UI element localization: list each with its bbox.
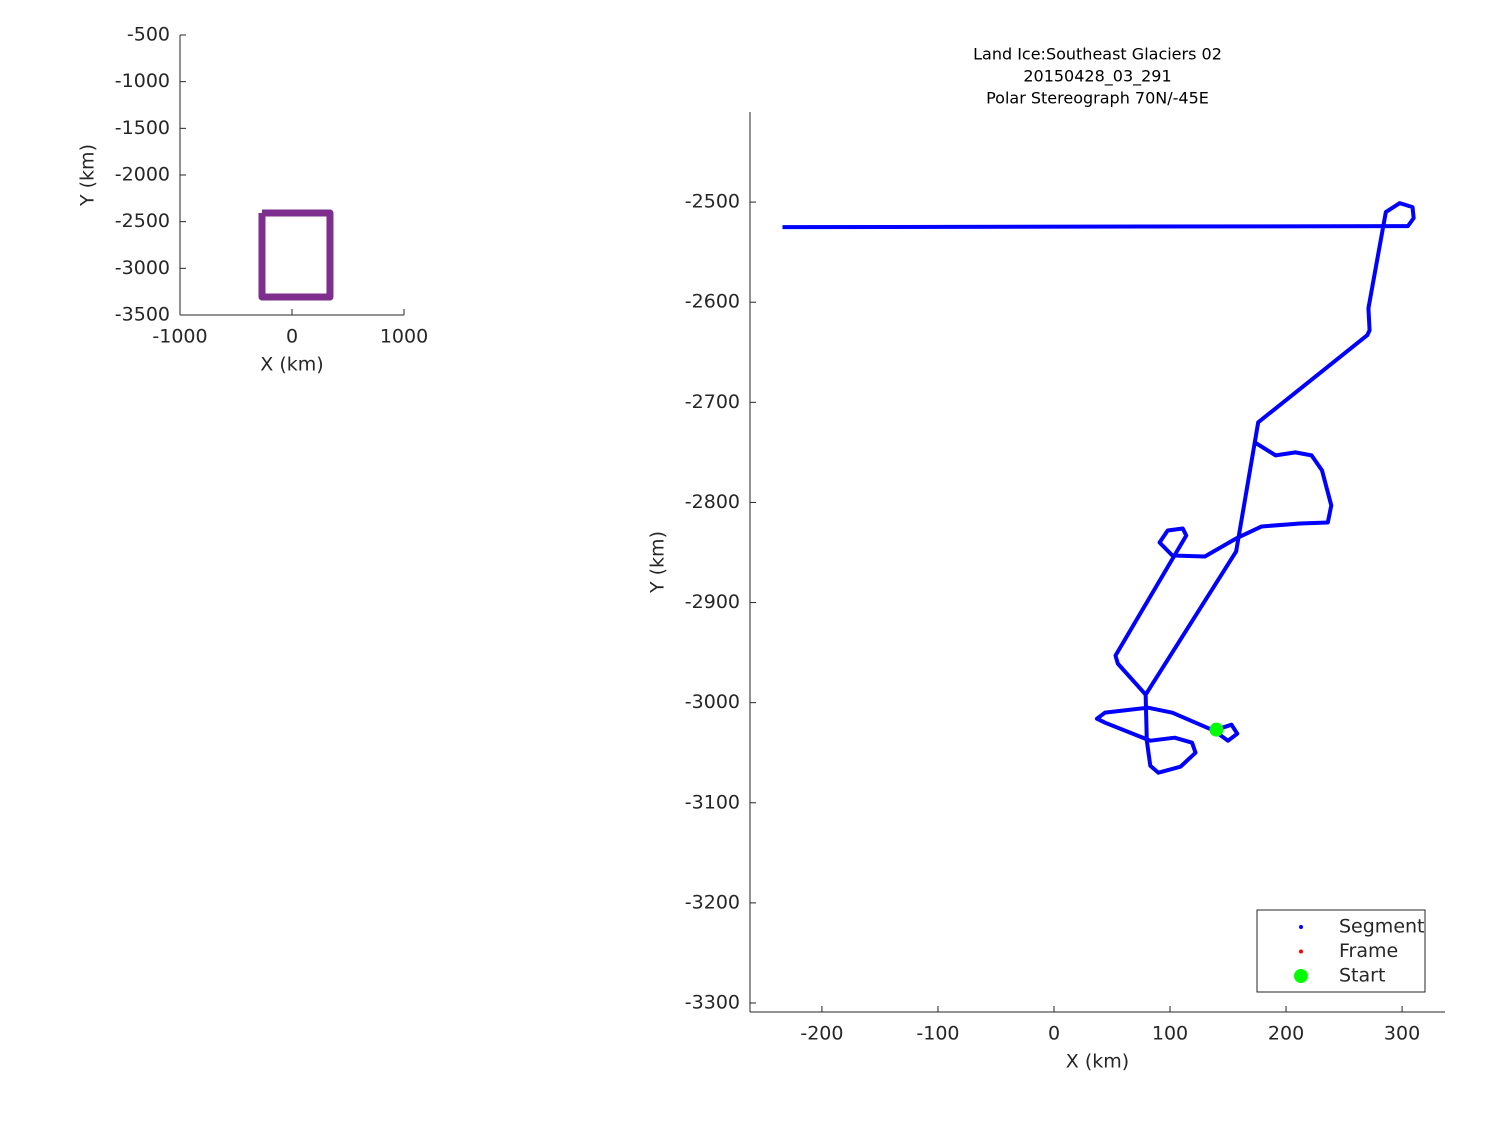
x-axis-label: X (km) (1066, 1051, 1129, 1073)
y-tick-label: -3500 (115, 304, 170, 326)
track-line (782, 201, 1416, 775)
x-tick-label: -200 (800, 1023, 843, 1045)
y-axis-label: Y (km) (77, 144, 99, 207)
y-tick-label: -3100 (685, 791, 740, 813)
y-tick-label: -1500 (115, 117, 170, 139)
chart-title: Polar Stereograph 70N/-45E (986, 89, 1209, 108)
y-tick-label: -3000 (115, 257, 170, 279)
legend-marker (1294, 969, 1308, 983)
y-tick-label: -2500 (115, 210, 170, 232)
y-tick-label: -3200 (685, 891, 740, 913)
x-tick-label: -100 (916, 1023, 959, 1045)
track-line (258, 209, 334, 301)
y-tick-label: -2000 (115, 164, 170, 186)
y-axis-label: Y (km) (647, 531, 669, 594)
y-tick-label: -3300 (685, 991, 740, 1013)
y-tick-label: -2500 (685, 191, 740, 213)
x-tick-label: 300 (1384, 1023, 1420, 1045)
x-tick-label: 0 (286, 326, 298, 348)
chart-title: 20150428_03_291 (1023, 67, 1171, 87)
x-axis-label: X (km) (260, 354, 323, 376)
legend-marker (1299, 949, 1303, 954)
legend-label: Frame (1339, 940, 1398, 962)
x-tick-label: 100 (1152, 1023, 1188, 1045)
y-tick-label: -2800 (685, 491, 740, 513)
chart-title: Land Ice:Southeast Glaciers 02 (973, 45, 1222, 64)
y-tick-label: -500 (127, 24, 170, 46)
start-marker (1209, 722, 1224, 737)
x-tick-label: 0 (1048, 1023, 1060, 1045)
x-tick-label: 200 (1268, 1023, 1304, 1045)
y-tick-label: -2900 (685, 591, 740, 613)
legend-label: Start (1339, 965, 1385, 987)
y-tick-label: -1000 (115, 70, 170, 92)
y-tick-label: -3000 (685, 691, 740, 713)
legend-box (1256, 909, 1426, 993)
y-tick-label: -2600 (685, 291, 740, 313)
y-tick-label: -2700 (685, 391, 740, 413)
x-tick-label: 1000 (380, 326, 428, 348)
x-tick-label: -1000 (152, 326, 207, 348)
legend-label: Segment (1339, 916, 1425, 938)
legend-marker (1299, 925, 1303, 929)
